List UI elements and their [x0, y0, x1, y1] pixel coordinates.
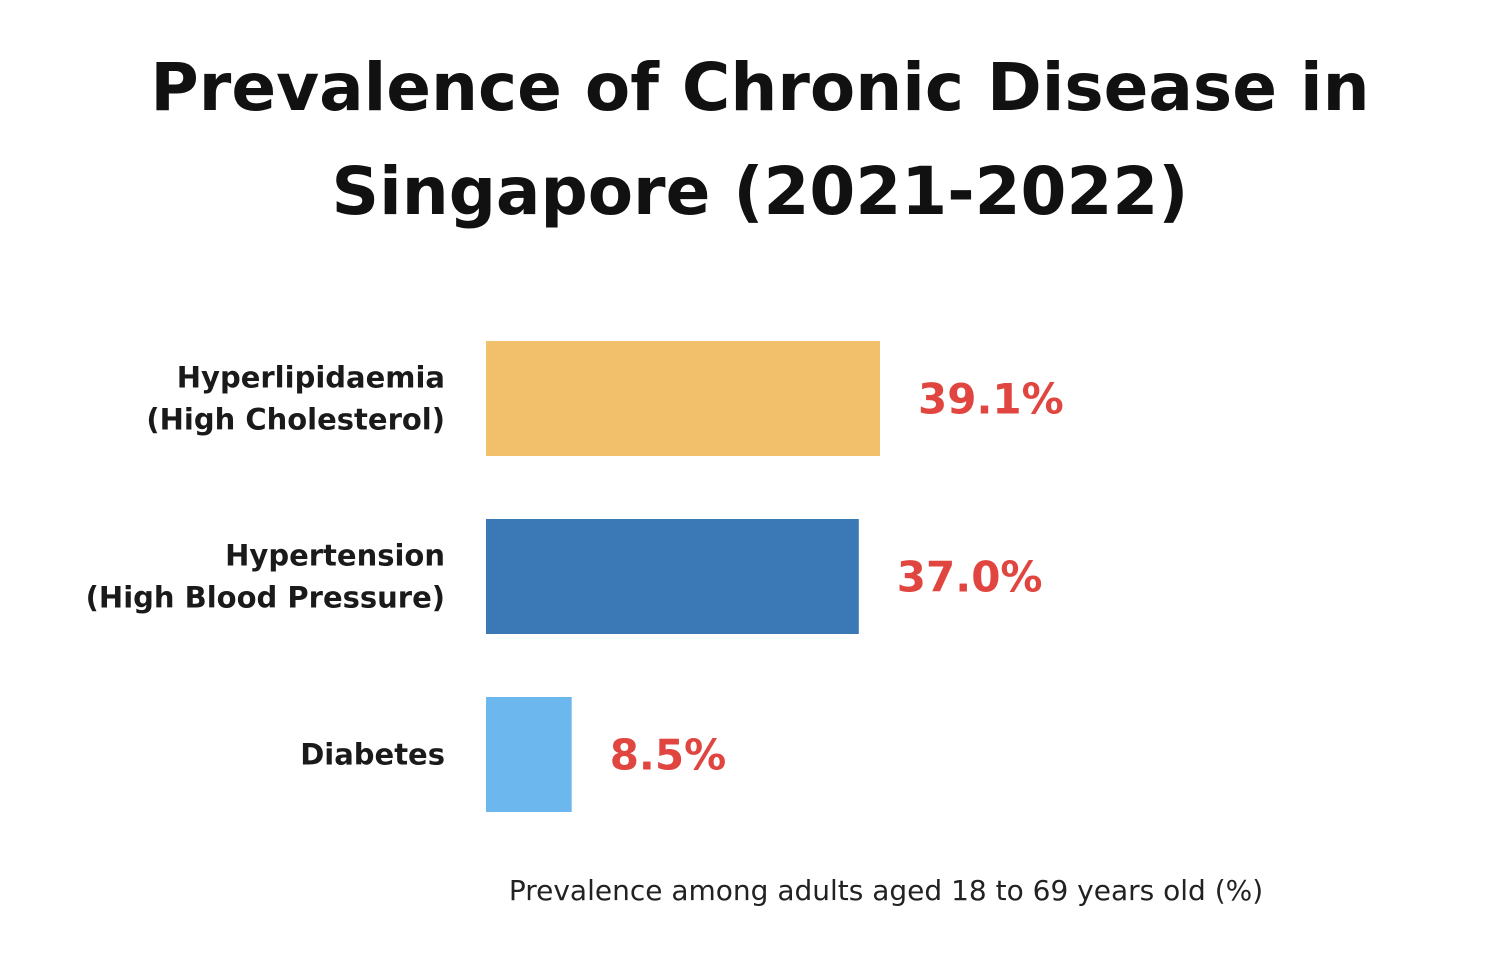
- bar-3: [486, 697, 572, 812]
- category-label-1-line-1: Hyperlipidaemia: [177, 361, 445, 395]
- category-label-2-line-1: Hypertension: [225, 539, 445, 573]
- chart-title-line-1: Prevalence of Chronic Disease in: [150, 49, 1369, 126]
- bar-2: [486, 519, 859, 634]
- value-label-3: 8.5%: [610, 731, 726, 780]
- value-label-2: 37.0%: [897, 553, 1043, 602]
- category-label-2-line-2: (High Blood Pressure): [86, 581, 445, 615]
- x-axis-label: Prevalence among adults aged 18 to 69 ye…: [509, 874, 1263, 907]
- bars-group: Hyperlipidaemia (High Cholesterol) 39.1% Hy…: [86, 341, 1064, 812]
- value-label-1: 39.1%: [918, 375, 1064, 424]
- category-label-1-line-2: (High Cholesterol): [146, 403, 445, 437]
- bar-1: [486, 341, 880, 456]
- category-label-3-line-1: Diabetes: [300, 738, 445, 772]
- chart-title-line-2: Singapore (2021-2022): [332, 153, 1189, 230]
